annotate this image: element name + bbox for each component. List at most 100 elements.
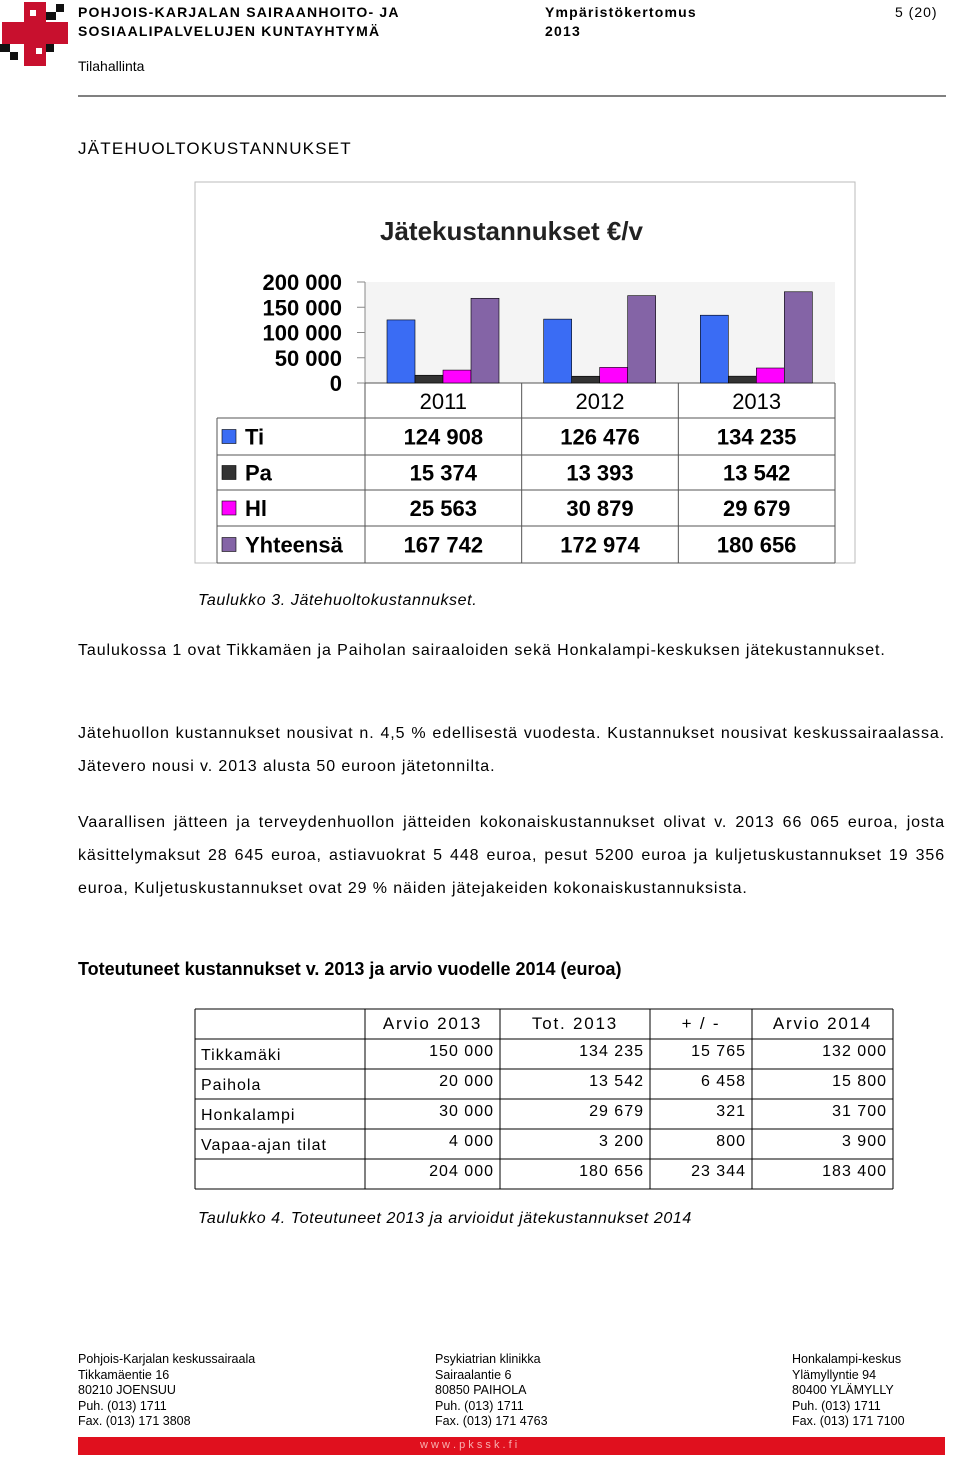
- subheading: Toteutuneet kustannukset v. 2013 ja arvi…: [78, 959, 622, 979]
- value-label: 126 476: [560, 425, 640, 450]
- total-cell: 183 400: [822, 1163, 887, 1180]
- table-cell: 31 700: [832, 1103, 887, 1120]
- footer-line: Pohjois-Karjalan keskussairaala: [78, 1352, 256, 1366]
- table-cell: 13 542: [589, 1073, 644, 1090]
- legend-label: Yhteensä: [245, 533, 344, 558]
- value-label: 167 742: [404, 533, 484, 558]
- total-cell: 204 000: [429, 1163, 494, 1180]
- value-label: 30 879: [566, 496, 633, 521]
- table-cell: 15 765: [691, 1043, 746, 1060]
- footer-line: 80210 JOENSUU: [78, 1383, 176, 1397]
- value-label: 124 908: [404, 425, 484, 450]
- y-tick-label: 50 000: [275, 346, 342, 371]
- table-cell: 4 000: [448, 1133, 494, 1150]
- x-tick-label: 2013: [732, 389, 781, 414]
- footer-line: Ylämyllyntie 94: [792, 1367, 877, 1382]
- footer-line: Sairaalantie 6: [435, 1367, 512, 1382]
- column-header: Arvio 2013: [382, 1014, 483, 1033]
- y-tick-label: 100 000: [262, 321, 342, 346]
- legend-key: [221, 500, 237, 516]
- caption: Taulukko 4. Toteutuneet 2013 ja arvioidu…: [198, 1210, 692, 1227]
- bar: [571, 375, 600, 384]
- url: w w w . p k s s k . f i: [420, 1439, 518, 1451]
- legend-label: Ti: [245, 425, 264, 450]
- bar: [386, 319, 416, 384]
- bar: [627, 295, 656, 384]
- footer-line: 80850 PAIHOLA: [435, 1383, 527, 1397]
- bar: [470, 297, 500, 384]
- value-label: 172 974: [560, 533, 640, 558]
- table-cell: 134 235: [579, 1043, 644, 1060]
- footer-line: Honkalampi-keskus: [792, 1352, 902, 1366]
- y-tick-label: 0: [330, 371, 342, 396]
- value-label: 180 656: [717, 533, 797, 558]
- bar: [543, 318, 572, 384]
- value-label: 13 542: [723, 461, 790, 486]
- footer-line: Fax. (013) 171 7100: [792, 1414, 905, 1428]
- paragraph: Vaarallisen jätteen ja terveydenhuollon …: [78, 814, 945, 897]
- footer-line: Puh. (013) 1711: [435, 1398, 524, 1413]
- table-cell: 20 000: [439, 1073, 494, 1090]
- column-header: + / -: [681, 1014, 721, 1033]
- table-cell: 30 000: [439, 1103, 494, 1120]
- x-tick-label: 2011: [420, 389, 467, 414]
- value-label: 29 679: [723, 496, 790, 521]
- total-cell: 23 344: [691, 1163, 746, 1180]
- value-label: 25 563: [410, 496, 477, 521]
- table-cell: 150 000: [429, 1043, 494, 1060]
- column-header: Tot. 2013: [531, 1014, 619, 1033]
- row-label: Vapaa-ajan tilat: [201, 1137, 327, 1154]
- row-label: Honkalampi: [201, 1107, 296, 1124]
- table-cell: 6 458: [700, 1073, 746, 1090]
- row-label: Tikkamäki: [201, 1047, 282, 1064]
- doc-year: 2013: [545, 23, 581, 39]
- chart-title: Jätekustannukset €/v: [380, 216, 644, 246]
- footer-line: Tikkamäentie 16: [78, 1367, 170, 1382]
- y-tick-label: 200 000: [262, 270, 342, 295]
- footer-line: Fax. (013) 171 3808: [78, 1414, 191, 1428]
- table-cell: 132 000: [822, 1043, 887, 1060]
- logo: [0, 2, 72, 66]
- caption: Taulukko 3. Jätehuoltokustannukset.: [198, 592, 478, 609]
- legend-label: Hl: [245, 496, 267, 521]
- paragraph: Taulukossa 1 ovat Tikkamäen ja Paiholan …: [78, 642, 886, 659]
- footer-bar: [78, 1437, 945, 1455]
- legend-label: Pa: [245, 461, 273, 486]
- bar: [784, 291, 813, 384]
- footer-line: Fax. (013) 171 4763: [435, 1414, 548, 1428]
- table-cell: 321: [716, 1103, 746, 1120]
- value-label: 134 235: [717, 425, 797, 450]
- org-line: POHJOIS-KARJALAN SAIRAANHOITO- JA: [78, 4, 400, 20]
- table-cell: 800: [716, 1133, 746, 1150]
- table-cell: 3 200: [598, 1133, 644, 1150]
- row-label: Paihola: [201, 1077, 262, 1094]
- bar: [414, 374, 444, 384]
- y-tick-label: 150 000: [262, 295, 342, 320]
- value-label: 13 393: [566, 461, 633, 486]
- page-number: 5 (20): [895, 4, 938, 20]
- legend-key: [221, 537, 237, 552]
- unit: Tilahallinta: [78, 58, 145, 74]
- footer-line: Puh. (013) 1711: [78, 1398, 167, 1413]
- doc-title: Ympäristökertomus: [545, 4, 697, 20]
- bar: [756, 367, 785, 384]
- plot-area: [365, 282, 835, 383]
- total-cell: 180 656: [579, 1163, 644, 1180]
- heading: JÄTEHUOLTOKUSTANNUKSET: [78, 139, 352, 158]
- bar: [599, 367, 628, 384]
- legend-key: [221, 465, 237, 480]
- table-cell: 15 800: [832, 1073, 887, 1090]
- bar: [728, 375, 757, 384]
- footer-line: Puh. (013) 1711: [792, 1398, 881, 1413]
- paragraph: Jätehuollon kustannukset nousivat n. 4,5…: [78, 725, 945, 775]
- x-tick-label: 2012: [576, 389, 625, 414]
- column-header: Arvio 2014: [772, 1014, 873, 1033]
- bar: [442, 369, 472, 384]
- table-cell: 29 679: [589, 1103, 644, 1120]
- legend-key: [221, 429, 237, 444]
- org-line: SOSIAALIPALVELUJEN KUNTAYHTYMÄ: [78, 23, 381, 39]
- footer-line: Psykiatrian klinikka: [435, 1352, 541, 1366]
- footer-line: 80400 YLÄMYLLY: [792, 1383, 894, 1397]
